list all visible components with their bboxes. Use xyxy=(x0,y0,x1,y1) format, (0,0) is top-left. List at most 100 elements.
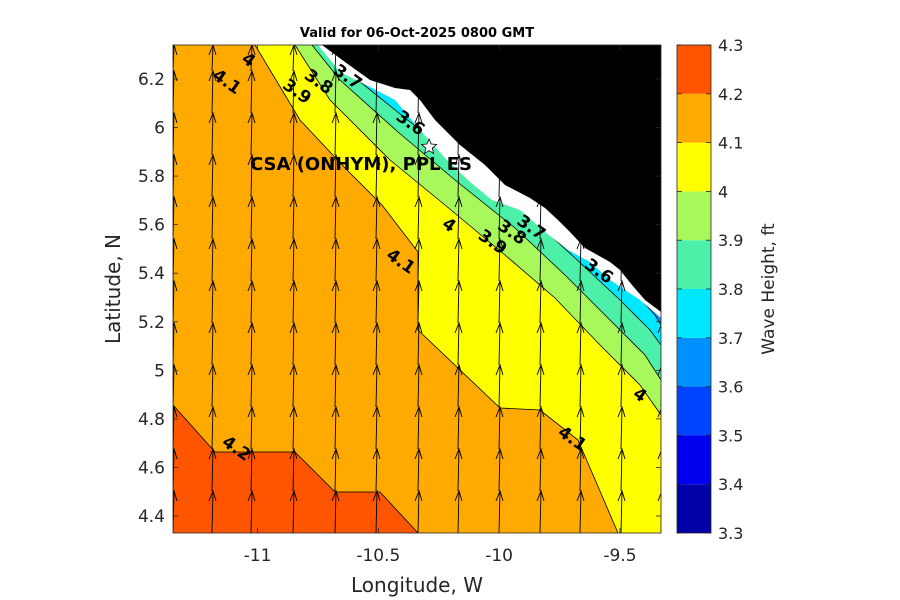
wave-arrow xyxy=(454,45,463,72)
wave-arrow xyxy=(657,46,661,71)
wave-arrow xyxy=(414,489,423,533)
wave-arrow xyxy=(576,195,585,240)
wave-arrow xyxy=(576,489,585,533)
wave-arrow xyxy=(414,279,423,324)
wave-arrow xyxy=(495,447,504,492)
wave-arrow xyxy=(576,69,585,114)
wave-arrow xyxy=(495,279,504,324)
y-tick-label: 6 xyxy=(154,119,165,139)
colorbar-swatch xyxy=(677,191,711,241)
wave-arrow xyxy=(289,405,298,450)
wave-arrow xyxy=(372,489,381,533)
wave-arrow xyxy=(289,321,298,366)
wave-arrow xyxy=(617,447,626,492)
wave-arrow xyxy=(208,153,217,198)
wave-arrow xyxy=(576,363,585,408)
wave-arrow xyxy=(208,279,217,324)
colorbar-tick-label: 3.9 xyxy=(718,231,743,250)
wave-arrow xyxy=(289,45,298,72)
land-mass xyxy=(322,45,661,312)
y-tick-label: 5.8 xyxy=(138,167,165,187)
x-tick-label: -11 xyxy=(244,546,272,566)
wave-arrow xyxy=(495,237,504,282)
wave-arrow xyxy=(576,321,585,366)
colorbar-swatch xyxy=(677,289,711,338)
wave-arrow xyxy=(454,321,463,366)
wave-arrow xyxy=(247,153,256,198)
wave-arrow xyxy=(331,111,340,156)
wave-arrow xyxy=(414,321,423,366)
wave-arrow xyxy=(617,69,626,114)
wave-arrow xyxy=(617,237,626,282)
wave-arrow xyxy=(247,405,256,450)
colorbar-tick-label: 4 xyxy=(718,182,728,201)
wave-arrow xyxy=(289,153,298,198)
wave-arrow xyxy=(536,153,545,198)
wave-arrow xyxy=(208,45,217,72)
wave-arrow xyxy=(289,195,298,240)
wave-arrow xyxy=(617,363,626,408)
station-label: CSA (ONHYM), PPL ES xyxy=(250,154,472,175)
wave-arrow xyxy=(414,237,423,282)
wave-arrow xyxy=(657,366,661,407)
x-tick-label: -9.5 xyxy=(603,546,636,566)
wave-arrow xyxy=(576,405,585,450)
wave-arrow xyxy=(414,111,423,156)
wave-arrow xyxy=(576,153,585,198)
wave-arrow xyxy=(247,69,256,114)
wave-arrow xyxy=(208,195,217,240)
wave-arrow xyxy=(247,363,256,408)
wave-arrow xyxy=(414,45,423,72)
wave-arrow xyxy=(454,153,463,198)
wave-arrow xyxy=(372,363,381,408)
colorbar-swatch xyxy=(677,337,711,387)
wave-arrow xyxy=(454,405,463,450)
y-tick-label: 5.2 xyxy=(138,313,165,333)
colorbar-label: Wave Height, ft xyxy=(759,223,779,355)
wave-arrow xyxy=(372,321,381,366)
wave-arrow xyxy=(208,237,217,282)
wave-arrow xyxy=(617,195,626,240)
wave-direction-arrows xyxy=(173,45,661,533)
colorbar-swatch xyxy=(677,484,711,533)
star-icon xyxy=(420,137,438,155)
wave-arrow xyxy=(372,237,381,282)
x-tick-label: -10.5 xyxy=(356,546,400,566)
wave-arrow xyxy=(247,237,256,282)
plot-frame xyxy=(172,44,662,534)
wave-arrow xyxy=(247,195,256,240)
wave-arrow xyxy=(454,279,463,324)
wave-arrow xyxy=(331,69,340,114)
wave-arrow xyxy=(454,363,463,408)
colorbar-tick-label: 4.2 xyxy=(718,85,743,104)
wave-arrow xyxy=(454,111,463,156)
wave-arrow xyxy=(657,492,661,533)
wave-arrow xyxy=(331,321,340,366)
wave-arrow xyxy=(331,279,340,324)
wave-arrow xyxy=(247,489,256,533)
wave-arrow xyxy=(454,195,463,240)
wave-arrow xyxy=(331,405,340,450)
wave-arrow xyxy=(576,111,585,156)
wave-arrow xyxy=(208,489,217,533)
wave-arrow xyxy=(617,45,626,72)
wave-arrow xyxy=(289,69,298,114)
wave-arrow xyxy=(414,363,423,408)
wave-arrow xyxy=(536,321,545,366)
map-area: 44.1 3.93.83.73.644.13.93.83.73.644.14.2 … xyxy=(173,45,661,533)
wave-arrow xyxy=(331,489,340,533)
wave-arrow xyxy=(536,45,545,72)
wave-arrow xyxy=(536,111,545,156)
wave-arrow xyxy=(657,72,661,113)
wave-arrow xyxy=(536,489,545,533)
wave-arrow xyxy=(657,198,661,239)
wave-arrow xyxy=(495,363,504,408)
wave-arrow xyxy=(536,237,545,282)
wave-arrow xyxy=(372,279,381,324)
wave-arrow xyxy=(208,447,217,492)
map-title: Valid for 06-Oct-2025 0800 GMT xyxy=(300,26,534,41)
colorbar-tick-label: 3.5 xyxy=(718,426,743,445)
wave-arrow xyxy=(247,279,256,324)
wave-arrow xyxy=(208,363,217,408)
wave-arrow xyxy=(617,279,626,324)
